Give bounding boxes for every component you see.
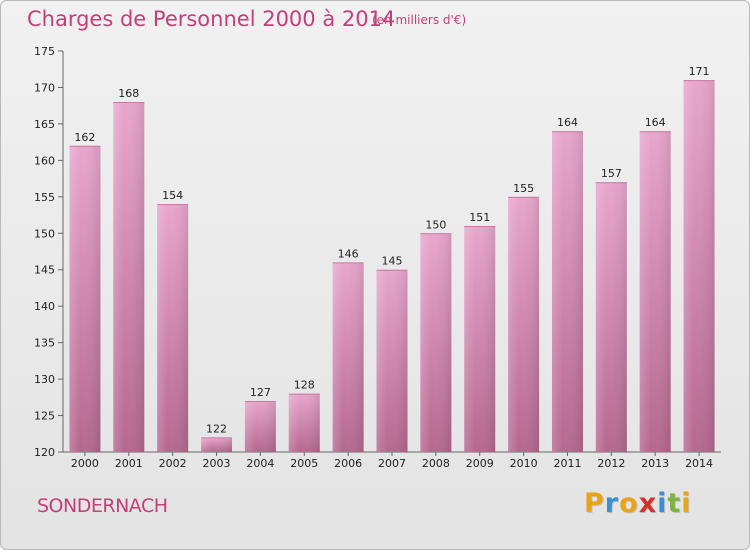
data-label: 155: [513, 182, 534, 195]
chart-subtitle: (en milliers d'€): [372, 13, 467, 27]
proxiti-logo[interactable]: Proxiti: [584, 488, 692, 519]
x-tick-label: 2010: [510, 457, 538, 470]
logo-letter: t: [667, 488, 682, 519]
y-tick-label: 120: [34, 446, 55, 459]
bar-shade: [157, 204, 189, 452]
data-label: 151: [469, 211, 490, 224]
y-tick-label: 145: [34, 264, 55, 277]
y-tick-label: 125: [34, 410, 55, 423]
bar-shade: [201, 437, 233, 452]
y-tick-label: 165: [34, 118, 55, 131]
data-label: 122: [206, 422, 227, 435]
x-tick-label: 2007: [378, 457, 406, 470]
bar-shade: [332, 262, 364, 452]
x-tick-label: 2002: [159, 457, 187, 470]
data-label: 168: [118, 87, 139, 100]
x-tick-label: 2013: [641, 457, 669, 470]
commune-name: SONDERNACH: [37, 495, 168, 517]
x-tick-label: 2014: [685, 457, 713, 470]
x-tick-label: 2005: [290, 457, 318, 470]
bar-shade: [113, 102, 145, 452]
data-label: 145: [382, 255, 403, 268]
logo-letter: i: [681, 488, 692, 519]
data-label: 164: [645, 116, 666, 129]
data-label: 157: [601, 167, 622, 180]
bar-shade: [69, 145, 101, 453]
y-tick-label: 175: [34, 45, 55, 58]
x-tick-label: 2009: [466, 457, 494, 470]
bar-shade: [376, 269, 408, 452]
y-tick-label: 130: [34, 373, 55, 386]
bar-shade: [639, 131, 671, 452]
x-tick-label: 2012: [597, 457, 625, 470]
bar-shade: [464, 225, 496, 452]
x-tick-label: 2003: [203, 457, 231, 470]
x-tick-label: 2001: [115, 457, 143, 470]
bar-shade: [288, 393, 320, 452]
bar-shade: [595, 182, 627, 452]
data-label: 150: [425, 218, 446, 231]
bar-shade: [551, 131, 583, 452]
logo-letter: P: [584, 488, 605, 519]
bar-shade: [683, 80, 715, 452]
x-tick-label: 2011: [553, 457, 581, 470]
bar-shade: [244, 400, 276, 452]
logo-letter: r: [604, 488, 620, 519]
data-label: 127: [250, 386, 271, 399]
chart-axes: 120 125 130 135 140 145 150 155 160 165 170 175 2000…: [34, 45, 721, 470]
logo-letter: i: [657, 488, 668, 519]
chart-bars: 162 168 154 122 127 128 146 145 150 151 155 164 157 1…: [69, 65, 715, 453]
y-tick-label: 150: [34, 227, 55, 240]
x-tick-label: 2006: [334, 457, 362, 470]
data-label: 154: [162, 189, 183, 202]
bar-shade: [508, 196, 540, 452]
data-label: 146: [338, 247, 359, 260]
data-label: 171: [689, 65, 710, 78]
x-tick-label: 2004: [246, 457, 274, 470]
x-tick-label: 2000: [71, 457, 99, 470]
y-tick-label: 170: [34, 81, 55, 94]
x-tick-label: 2008: [422, 457, 450, 470]
bar-shade: [420, 233, 452, 452]
data-label: 164: [557, 116, 578, 129]
y-tick-label: 135: [34, 337, 55, 350]
chart-title: Charges de Personnel 2000 à 2014: [27, 7, 396, 31]
y-tick-label: 160: [34, 154, 55, 167]
y-tick-label: 140: [34, 300, 55, 313]
logo-letter: x: [638, 488, 658, 519]
data-label: 128: [294, 379, 315, 392]
y-tick-label: 155: [34, 191, 55, 204]
data-label: 162: [74, 131, 95, 144]
logo-letter: o: [619, 488, 639, 519]
